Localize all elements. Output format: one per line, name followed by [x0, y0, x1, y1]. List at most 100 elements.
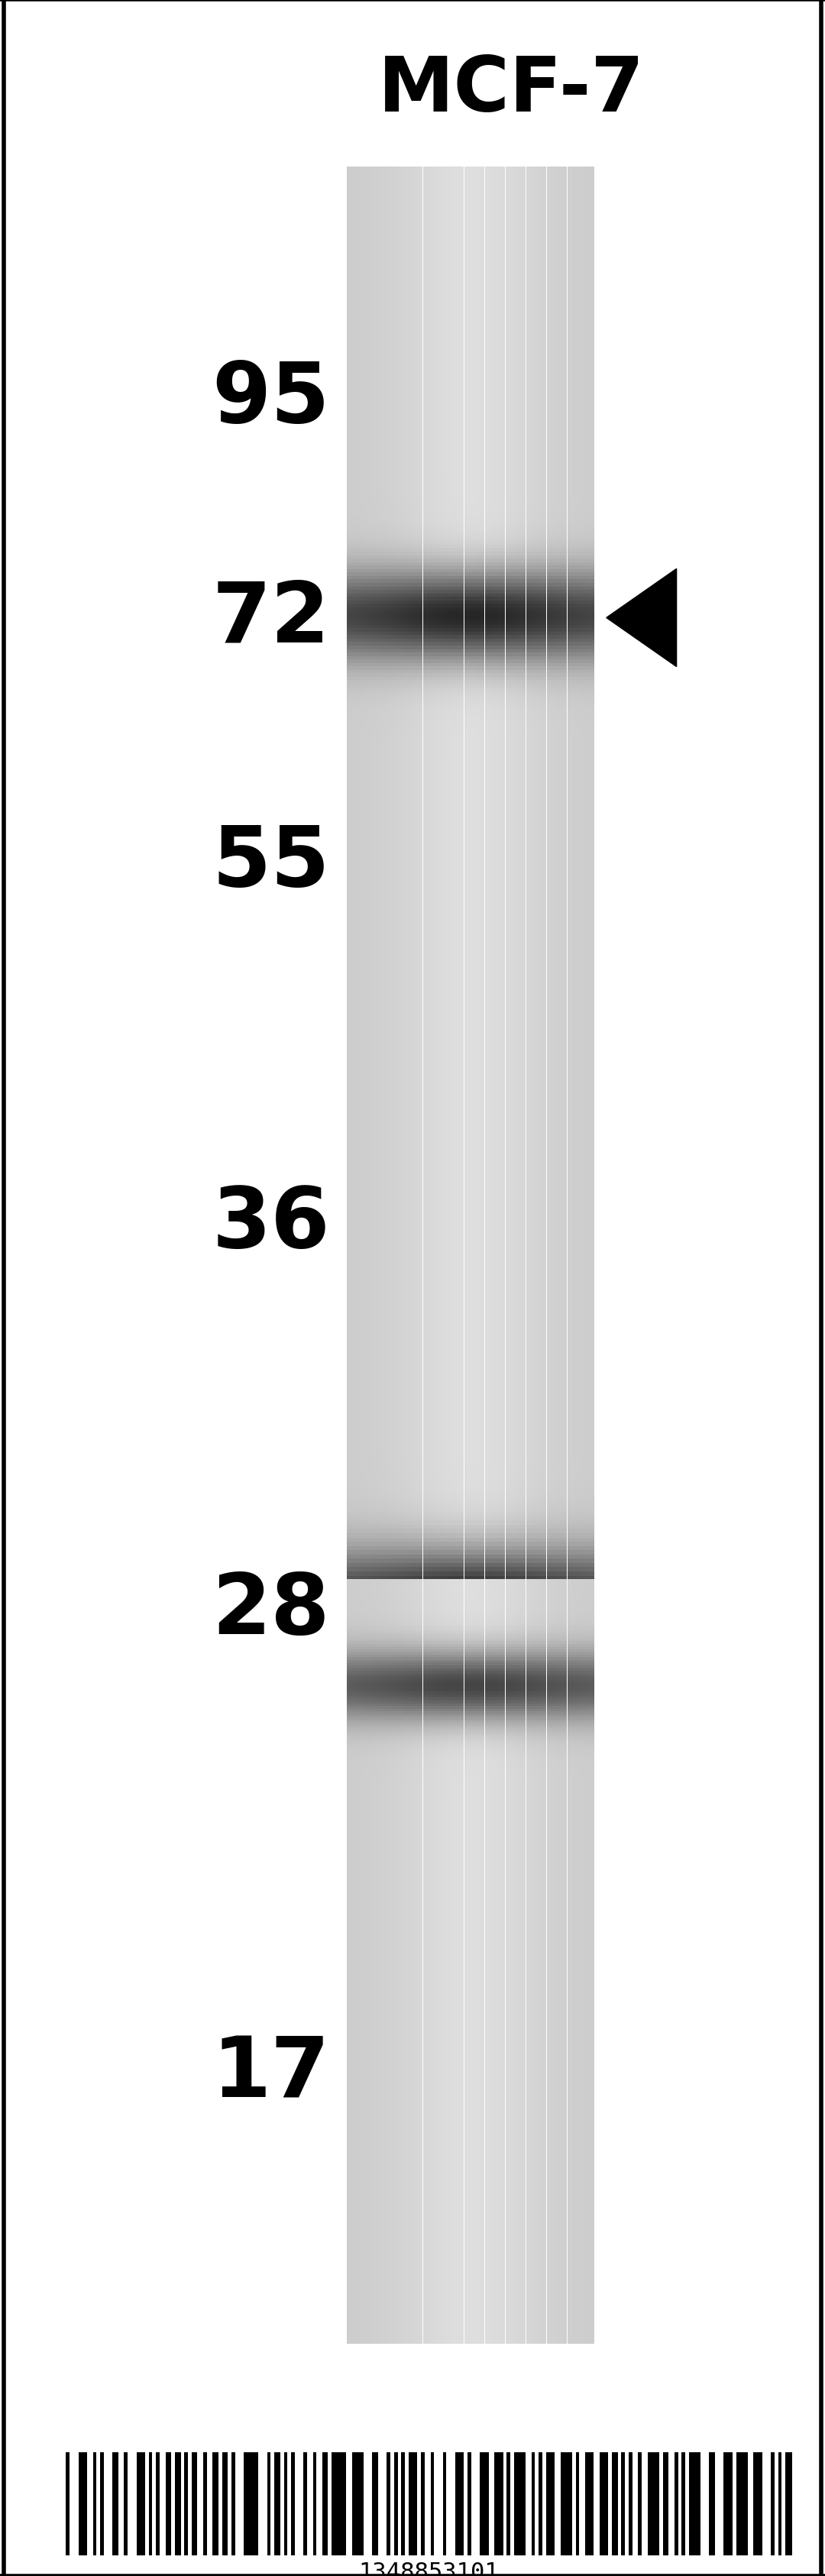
Bar [394, 1687, 396, 1690]
Bar [521, 1649, 524, 1651]
Bar [436, 1721, 437, 1723]
Bar [411, 1736, 412, 1741]
Bar [363, 675, 365, 677]
Bar [584, 1664, 586, 1669]
Bar [425, 1731, 427, 1734]
Bar [590, 1571, 592, 1577]
Bar [495, 1700, 497, 1703]
Bar [460, 1736, 462, 1739]
Bar [363, 549, 365, 551]
Bar [411, 1618, 412, 1620]
Bar [579, 1674, 582, 1677]
Bar [384, 608, 385, 611]
Bar [400, 536, 403, 538]
Bar [365, 1728, 367, 1734]
Bar [559, 1589, 561, 1592]
Bar [414, 1625, 417, 1628]
Bar [497, 1762, 499, 1765]
Bar [440, 1486, 441, 1492]
Bar [429, 1739, 431, 1741]
Bar [553, 1610, 554, 1615]
Bar [573, 1690, 575, 1692]
Bar [520, 1654, 521, 1656]
Bar [488, 1713, 491, 1716]
Bar [464, 1747, 466, 1749]
Bar [450, 1440, 451, 1445]
Bar [551, 1507, 553, 1512]
Bar [495, 605, 497, 608]
Bar [406, 1765, 408, 1767]
Bar [421, 1461, 422, 1466]
Bar [521, 1458, 524, 1461]
Bar [582, 531, 583, 536]
Bar [458, 562, 460, 567]
Bar [551, 1788, 553, 1790]
Bar [440, 1705, 441, 1708]
Bar [462, 706, 464, 708]
Bar [483, 1543, 484, 1546]
Bar [557, 1680, 559, 1682]
Bar [367, 1618, 370, 1620]
Bar [584, 1793, 586, 1795]
Bar [491, 1628, 493, 1631]
Bar [446, 520, 447, 526]
Bar [433, 520, 436, 526]
Bar [462, 616, 464, 618]
Bar [469, 482, 470, 487]
Bar [582, 1790, 583, 1793]
Bar [546, 1790, 549, 1793]
Bar [549, 1682, 551, 1685]
Bar [495, 1597, 497, 1602]
Bar [456, 626, 458, 629]
Bar [521, 497, 524, 500]
Bar [736, 2452, 747, 2555]
Bar [518, 1584, 520, 1587]
Bar [510, 1651, 511, 1654]
Bar [429, 696, 431, 698]
Bar [491, 1677, 493, 1680]
Bar [456, 1700, 458, 1703]
Bar [357, 734, 359, 737]
Bar [446, 1687, 447, 1690]
Bar [353, 541, 355, 546]
Bar [406, 528, 408, 531]
Bar [578, 1674, 579, 1677]
Bar [388, 747, 389, 750]
Bar [512, 1721, 513, 1726]
Bar [503, 1625, 505, 1628]
Bar [546, 1610, 549, 1615]
Bar [431, 1479, 433, 1484]
Bar [592, 734, 594, 737]
Bar [520, 1473, 521, 1479]
Bar [423, 1558, 425, 1564]
Bar [456, 1558, 458, 1564]
Bar [544, 531, 546, 536]
Bar [384, 1440, 385, 1445]
Bar [495, 1705, 497, 1708]
Bar [359, 1623, 361, 1628]
Bar [499, 605, 501, 608]
Bar [540, 685, 543, 688]
Bar [349, 1785, 351, 1788]
Bar [563, 1533, 565, 1538]
Bar [553, 1765, 554, 1767]
Bar [381, 1682, 384, 1687]
Bar [384, 667, 385, 670]
Bar [377, 1718, 380, 1721]
Bar [359, 1579, 361, 1584]
Bar [396, 1587, 398, 1589]
Bar [532, 621, 535, 626]
Bar [578, 1618, 579, 1620]
Bar [433, 541, 436, 546]
Bar [440, 1744, 441, 1747]
Bar [499, 1705, 501, 1708]
Bar [373, 1613, 375, 1615]
Bar [532, 1546, 535, 1551]
Bar [384, 1517, 385, 1520]
Bar [425, 1597, 427, 1600]
Bar [373, 1605, 375, 1610]
Bar [365, 1564, 367, 1566]
Bar [478, 1641, 480, 1643]
Bar [408, 520, 411, 526]
Bar [375, 1662, 377, 1664]
